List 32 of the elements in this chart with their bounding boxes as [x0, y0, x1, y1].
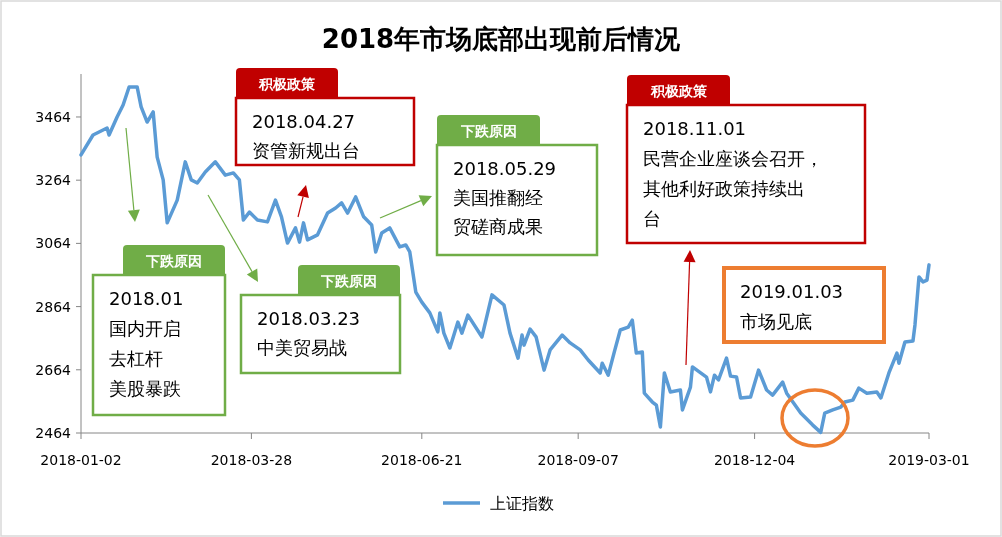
annotation: 美国推翻经贸磋商成果 — [453, 187, 543, 237]
annotation: 下跌原因 — [459, 123, 517, 139]
y-tick-label: 2864 — [35, 298, 72, 315]
annotation: 下跌原因 — [320, 273, 377, 289]
legend-label: 上证指数 — [490, 494, 554, 513]
legend: 上证指数 — [443, 494, 554, 513]
annotation: 2018.03.23 — [257, 308, 361, 329]
y-tick-label: 3264 — [35, 172, 72, 189]
annotation: 积极政策 — [258, 76, 316, 92]
annotation: 2019.01.03 — [740, 281, 844, 302]
annotation: 中美贸易战 — [257, 337, 347, 358]
y-tick-label: 3464 — [35, 108, 72, 125]
annotation: 资管新规出台 — [252, 140, 360, 161]
x-tick-label: 2018-12-04 — [713, 452, 796, 468]
annotation: 2018.05.29 — [453, 158, 557, 179]
annotation: 积极政策 — [649, 83, 708, 99]
annotation: 下跌原因 — [145, 253, 202, 269]
y-tick-label: 2664 — [35, 361, 72, 378]
x-tick-label: 2018-09-07 — [537, 452, 619, 468]
x-tick-label: 2019-03-01 — [888, 452, 970, 468]
annotation: 2018.04.27 — [252, 111, 356, 132]
annotation: 市场见底 — [740, 311, 812, 332]
annotation: 2018.11.01 — [643, 118, 747, 139]
chart-title: 2018年市场底部出现前后情况 — [321, 24, 682, 54]
x-tick-label: 2018-06-21 — [381, 452, 463, 468]
x-tick-label: 2018-03-28 — [210, 452, 293, 468]
annotation: 2018.01 — [109, 288, 184, 309]
x-tick-label: 2018-01-02 — [40, 452, 122, 468]
y-tick-label: 3064 — [35, 235, 72, 252]
annotation: 国内开启去杠杆美股暴跌 — [109, 318, 181, 399]
annotation: 民营企业座谈会召开，其他利好政策持续出台 — [643, 148, 823, 229]
y-tick-label: 2464 — [35, 425, 72, 441]
